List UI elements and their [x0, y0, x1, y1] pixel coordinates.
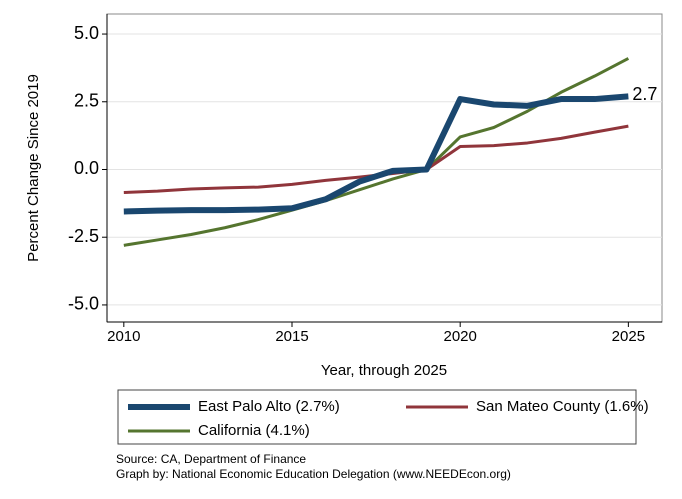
- legend: [117, 389, 637, 445]
- x-axis-label: Year, through 2025: [321, 362, 447, 379]
- y-tick-label: 0.0: [74, 158, 99, 178]
- legend-label: California (4.1%): [198, 422, 310, 439]
- plot-frame: [106, 13, 663, 323]
- annotation: 2.7: [632, 84, 657, 104]
- legend-label: East Palo Alto (2.7%): [198, 398, 340, 415]
- x-tick-label: 2010: [107, 328, 140, 345]
- y-tick-label: 2.5: [74, 91, 99, 111]
- credit-note: Graph by: National Economic Education De…: [116, 467, 511, 481]
- y-axis-label: Percent Change Since 2019: [25, 74, 42, 262]
- x-tick-label: 2015: [275, 328, 308, 345]
- y-tick-label: -5.0: [68, 294, 99, 314]
- source-note: Source: CA, Department of Finance: [116, 452, 306, 466]
- x-tick-label: 2020: [443, 328, 476, 345]
- series-line: [123, 93, 629, 215]
- legend-label: San Mateo County (1.6%): [476, 398, 649, 415]
- y-tick-label: 5.0: [74, 23, 99, 43]
- y-tick-label: -2.5: [68, 226, 99, 246]
- x-tick-label: 2025: [612, 328, 645, 345]
